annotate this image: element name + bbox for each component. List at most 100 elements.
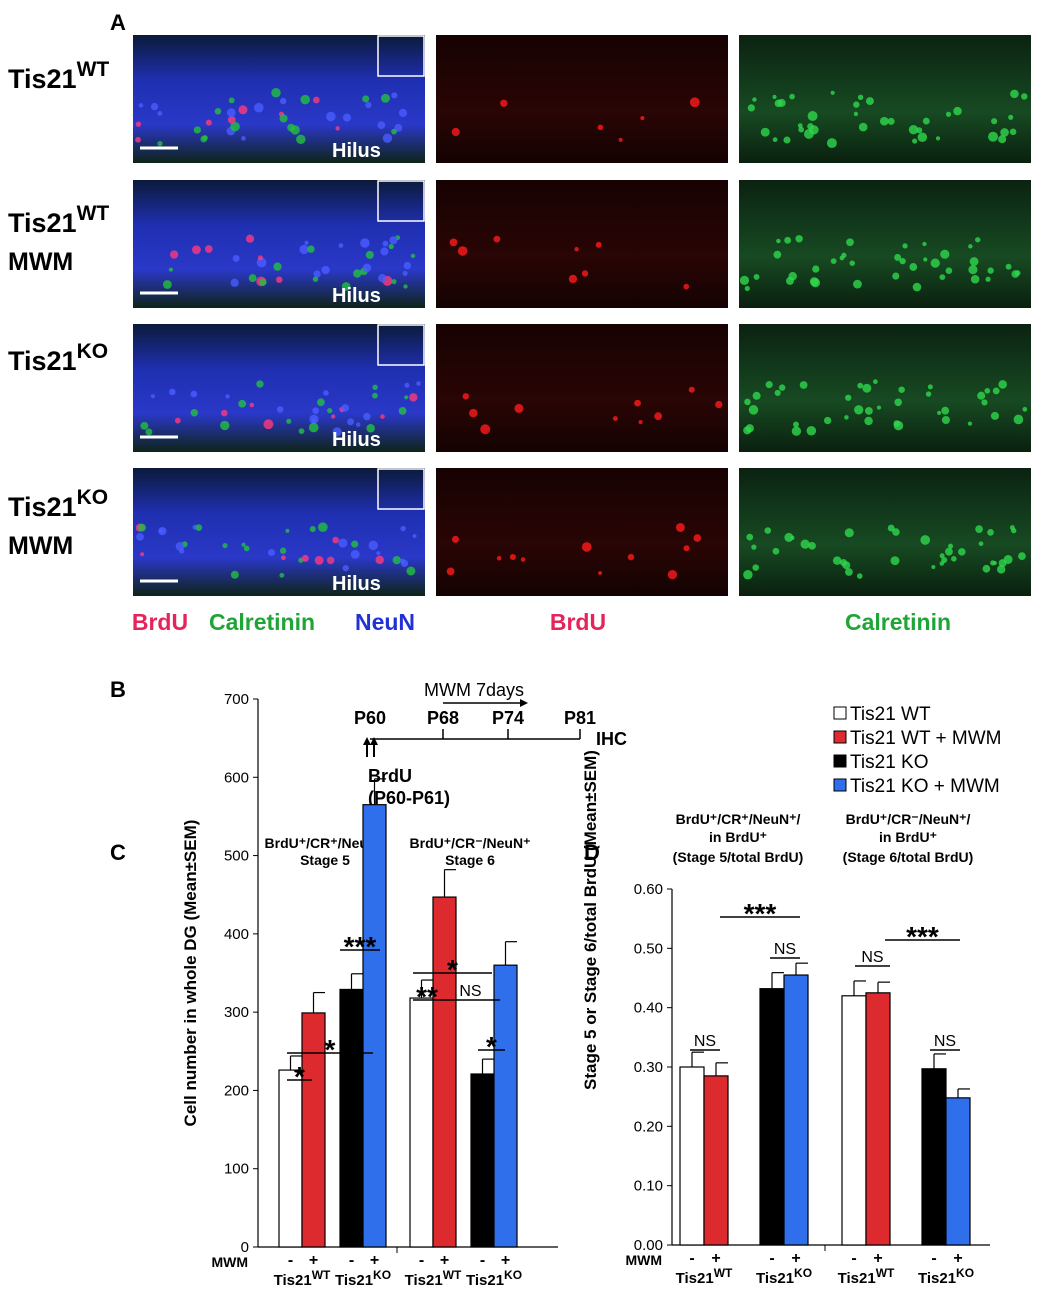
cell bbox=[899, 257, 906, 265]
cell bbox=[830, 90, 835, 95]
cell bbox=[773, 250, 782, 259]
cell bbox=[689, 97, 700, 108]
cell bbox=[765, 381, 773, 389]
cell bbox=[595, 241, 602, 248]
cell bbox=[688, 386, 695, 393]
cell bbox=[238, 105, 248, 115]
cell bbox=[945, 267, 953, 275]
cell bbox=[912, 282, 922, 292]
group-header: in BrdU⁺ bbox=[879, 829, 937, 845]
cell bbox=[996, 565, 1006, 574]
condition-mark: + bbox=[791, 1250, 800, 1267]
y-tick-label: 600 bbox=[224, 769, 249, 786]
condition-mark: + bbox=[711, 1250, 720, 1267]
region-label: Hilus bbox=[332, 573, 381, 595]
genotype-label: Tis21WT bbox=[838, 1266, 895, 1287]
micrographs: Hilus Hilus Hilus Hilus bbox=[133, 35, 1031, 596]
cell bbox=[404, 382, 410, 388]
cell bbox=[892, 272, 900, 280]
cell bbox=[514, 403, 524, 413]
condition-label: MWM bbox=[211, 1254, 248, 1270]
injection-label: BrdU bbox=[368, 766, 412, 786]
micrograph bbox=[133, 324, 425, 452]
genotype-label: Tis21WT bbox=[405, 1268, 462, 1289]
cell bbox=[985, 276, 991, 282]
cell bbox=[469, 408, 478, 418]
cell bbox=[752, 391, 761, 400]
cell bbox=[581, 542, 592, 552]
cell bbox=[406, 566, 416, 576]
cell bbox=[908, 124, 919, 135]
cell bbox=[917, 132, 928, 143]
cell bbox=[951, 556, 957, 562]
genotype-label: Tis21WT bbox=[274, 1268, 331, 1289]
cell bbox=[939, 553, 945, 559]
cell bbox=[509, 553, 516, 561]
cell bbox=[683, 283, 690, 290]
cell bbox=[772, 137, 778, 143]
cell bbox=[493, 235, 501, 243]
cell bbox=[808, 541, 816, 550]
cell bbox=[169, 250, 179, 259]
cell bbox=[232, 254, 240, 262]
cell bbox=[446, 567, 455, 576]
cell bbox=[398, 108, 408, 118]
genotype-name: Tis21 bbox=[405, 1272, 443, 1289]
cell bbox=[795, 235, 803, 243]
cell bbox=[1022, 406, 1028, 412]
inset-box bbox=[377, 324, 425, 366]
cell bbox=[355, 422, 361, 427]
cell bbox=[764, 527, 772, 534]
cell bbox=[743, 426, 752, 435]
cell bbox=[362, 263, 372, 273]
cell bbox=[751, 544, 757, 550]
cell bbox=[220, 420, 230, 431]
channel-label: BrdU bbox=[550, 609, 606, 635]
cell bbox=[279, 97, 287, 105]
cell bbox=[312, 276, 319, 282]
y-tick-label: 0.00 bbox=[634, 1237, 663, 1254]
cell bbox=[998, 380, 1007, 389]
condition-mark: + bbox=[370, 1252, 379, 1269]
cell bbox=[480, 424, 491, 435]
cell bbox=[970, 274, 980, 284]
cell bbox=[389, 236, 398, 245]
genotype-name: Tis21 bbox=[466, 1272, 504, 1289]
row-name: Tis21 bbox=[8, 492, 77, 522]
cell bbox=[978, 541, 984, 547]
cell bbox=[638, 420, 643, 425]
genotype-label: Tis21KO bbox=[335, 1268, 391, 1289]
y-tick-label: 300 bbox=[224, 1004, 249, 1021]
genotype-sup: WT bbox=[312, 1268, 331, 1282]
cell bbox=[230, 570, 239, 579]
inset-box bbox=[377, 35, 425, 77]
cell bbox=[382, 240, 389, 247]
cell bbox=[263, 419, 274, 430]
cell bbox=[812, 265, 820, 273]
bar bbox=[841, 995, 867, 1246]
cell bbox=[1018, 552, 1026, 560]
region-label: Hilus bbox=[332, 140, 381, 162]
cell bbox=[327, 407, 333, 414]
cell bbox=[612, 416, 618, 422]
cell bbox=[640, 116, 645, 121]
genotype-label: Tis21KO bbox=[756, 1266, 812, 1287]
cell bbox=[403, 261, 412, 270]
cell bbox=[744, 285, 750, 292]
condition-mark: - bbox=[689, 1250, 694, 1267]
cell bbox=[312, 407, 319, 414]
cell bbox=[1014, 270, 1021, 276]
bar bbox=[493, 964, 518, 1248]
cell bbox=[221, 409, 228, 417]
cell bbox=[799, 381, 808, 389]
cell bbox=[162, 280, 172, 289]
condition-mark: - bbox=[419, 1252, 424, 1269]
cell bbox=[175, 541, 185, 551]
micrograph bbox=[133, 180, 425, 308]
cell bbox=[857, 94, 864, 100]
cell bbox=[457, 246, 468, 256]
cell bbox=[256, 380, 264, 388]
cell bbox=[135, 121, 142, 127]
bar bbox=[470, 1073, 495, 1248]
